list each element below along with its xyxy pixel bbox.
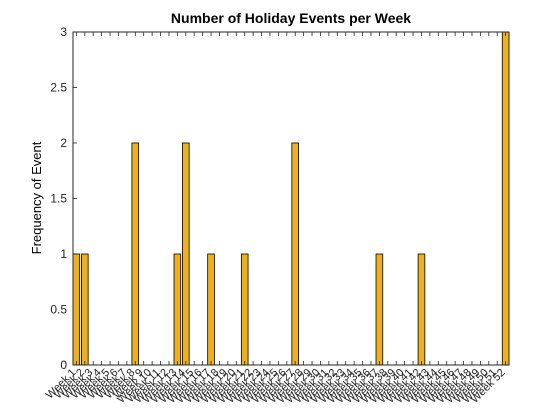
plot-frame xyxy=(72,31,510,366)
bar xyxy=(501,31,510,366)
y-tick-label: 2 xyxy=(60,136,67,150)
bar xyxy=(81,253,89,366)
bar xyxy=(417,253,426,366)
y-tick-label: 1 xyxy=(60,247,67,261)
bar xyxy=(240,253,249,366)
bar xyxy=(72,253,81,366)
chart-title: Number of Holiday Events per Week xyxy=(171,10,411,26)
bar xyxy=(375,253,384,366)
y-tick-label: 0.5 xyxy=(50,303,67,317)
y-axis: 0 0.5 1 1.5 2 2.5 3 xyxy=(50,25,509,372)
bar xyxy=(182,142,190,366)
bars-group xyxy=(72,31,510,366)
y-tick-label: 0 xyxy=(60,358,67,372)
y-tick-label: 2.5 xyxy=(50,81,67,95)
y-tick-label: 3 xyxy=(60,25,67,39)
y-axis-label: Frequency of Event xyxy=(29,141,44,254)
bar xyxy=(173,253,182,366)
bar xyxy=(207,253,215,366)
y-tick-label: 1.5 xyxy=(50,192,67,206)
bar xyxy=(131,142,140,366)
bar xyxy=(291,142,299,366)
